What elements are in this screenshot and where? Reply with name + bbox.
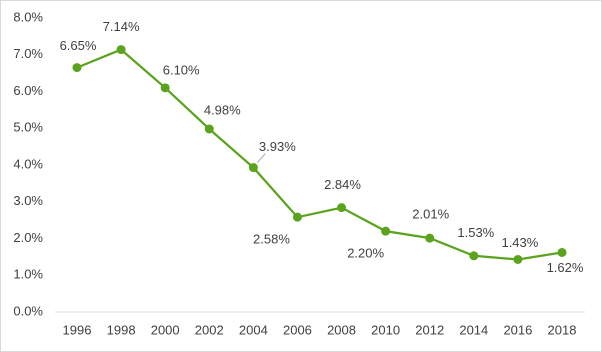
leader-line (256, 153, 266, 163)
y-tick-label: 6.0% (13, 83, 43, 98)
x-tick-label: 1998 (107, 322, 136, 337)
data-label: 6.10% (163, 62, 200, 77)
x-tick-label: 2004 (239, 322, 268, 337)
point (513, 254, 523, 264)
data-label: 4.98% (204, 102, 241, 117)
data-label: 1.43% (501, 235, 538, 250)
y-tick-label: 7.0% (13, 46, 43, 61)
x-tick-label: 2006 (283, 322, 312, 337)
y-tick-label: 0.0% (13, 303, 43, 318)
data-label: 2.20% (347, 246, 384, 261)
x-tick-label: 2016 (503, 322, 532, 337)
data-label: 2.58% (253, 232, 290, 247)
data-label: 1.62% (547, 260, 584, 275)
y-tick-label: 2.0% (13, 230, 43, 245)
data-label: 3.93% (259, 139, 296, 154)
point (469, 251, 479, 261)
point (337, 203, 347, 213)
point (292, 212, 302, 222)
point (204, 124, 214, 134)
x-tick-label: 2008 (327, 322, 356, 337)
x-tick-label: 2014 (459, 322, 488, 337)
x-tick-label: 2012 (415, 322, 444, 337)
data-label: 7.14% (103, 19, 140, 34)
x-tick-label: 1996 (63, 322, 92, 337)
y-tick-label: 3.0% (13, 193, 43, 208)
point (248, 163, 258, 173)
y-tick-label: 5.0% (13, 120, 43, 135)
x-tick-label: 2000 (151, 322, 180, 337)
data-label: 6.65% (60, 38, 97, 53)
data-label: 1.53% (457, 225, 494, 240)
x-tick-label: 2010 (371, 322, 400, 337)
data-label: 2.01% (412, 207, 449, 222)
y-tick-label: 8.0% (13, 9, 43, 24)
point (116, 45, 126, 55)
point (425, 233, 435, 243)
data-label: 2.84% (324, 177, 361, 192)
y-tick-label: 1.0% (13, 267, 43, 282)
point (381, 226, 391, 236)
y-tick-label: 4.0% (13, 156, 43, 171)
x-tick-label: 2018 (548, 322, 577, 337)
line (76, 48, 563, 261)
point (557, 247, 567, 257)
point (160, 83, 170, 93)
x-tick-label: 2002 (195, 322, 224, 337)
point (72, 63, 82, 73)
